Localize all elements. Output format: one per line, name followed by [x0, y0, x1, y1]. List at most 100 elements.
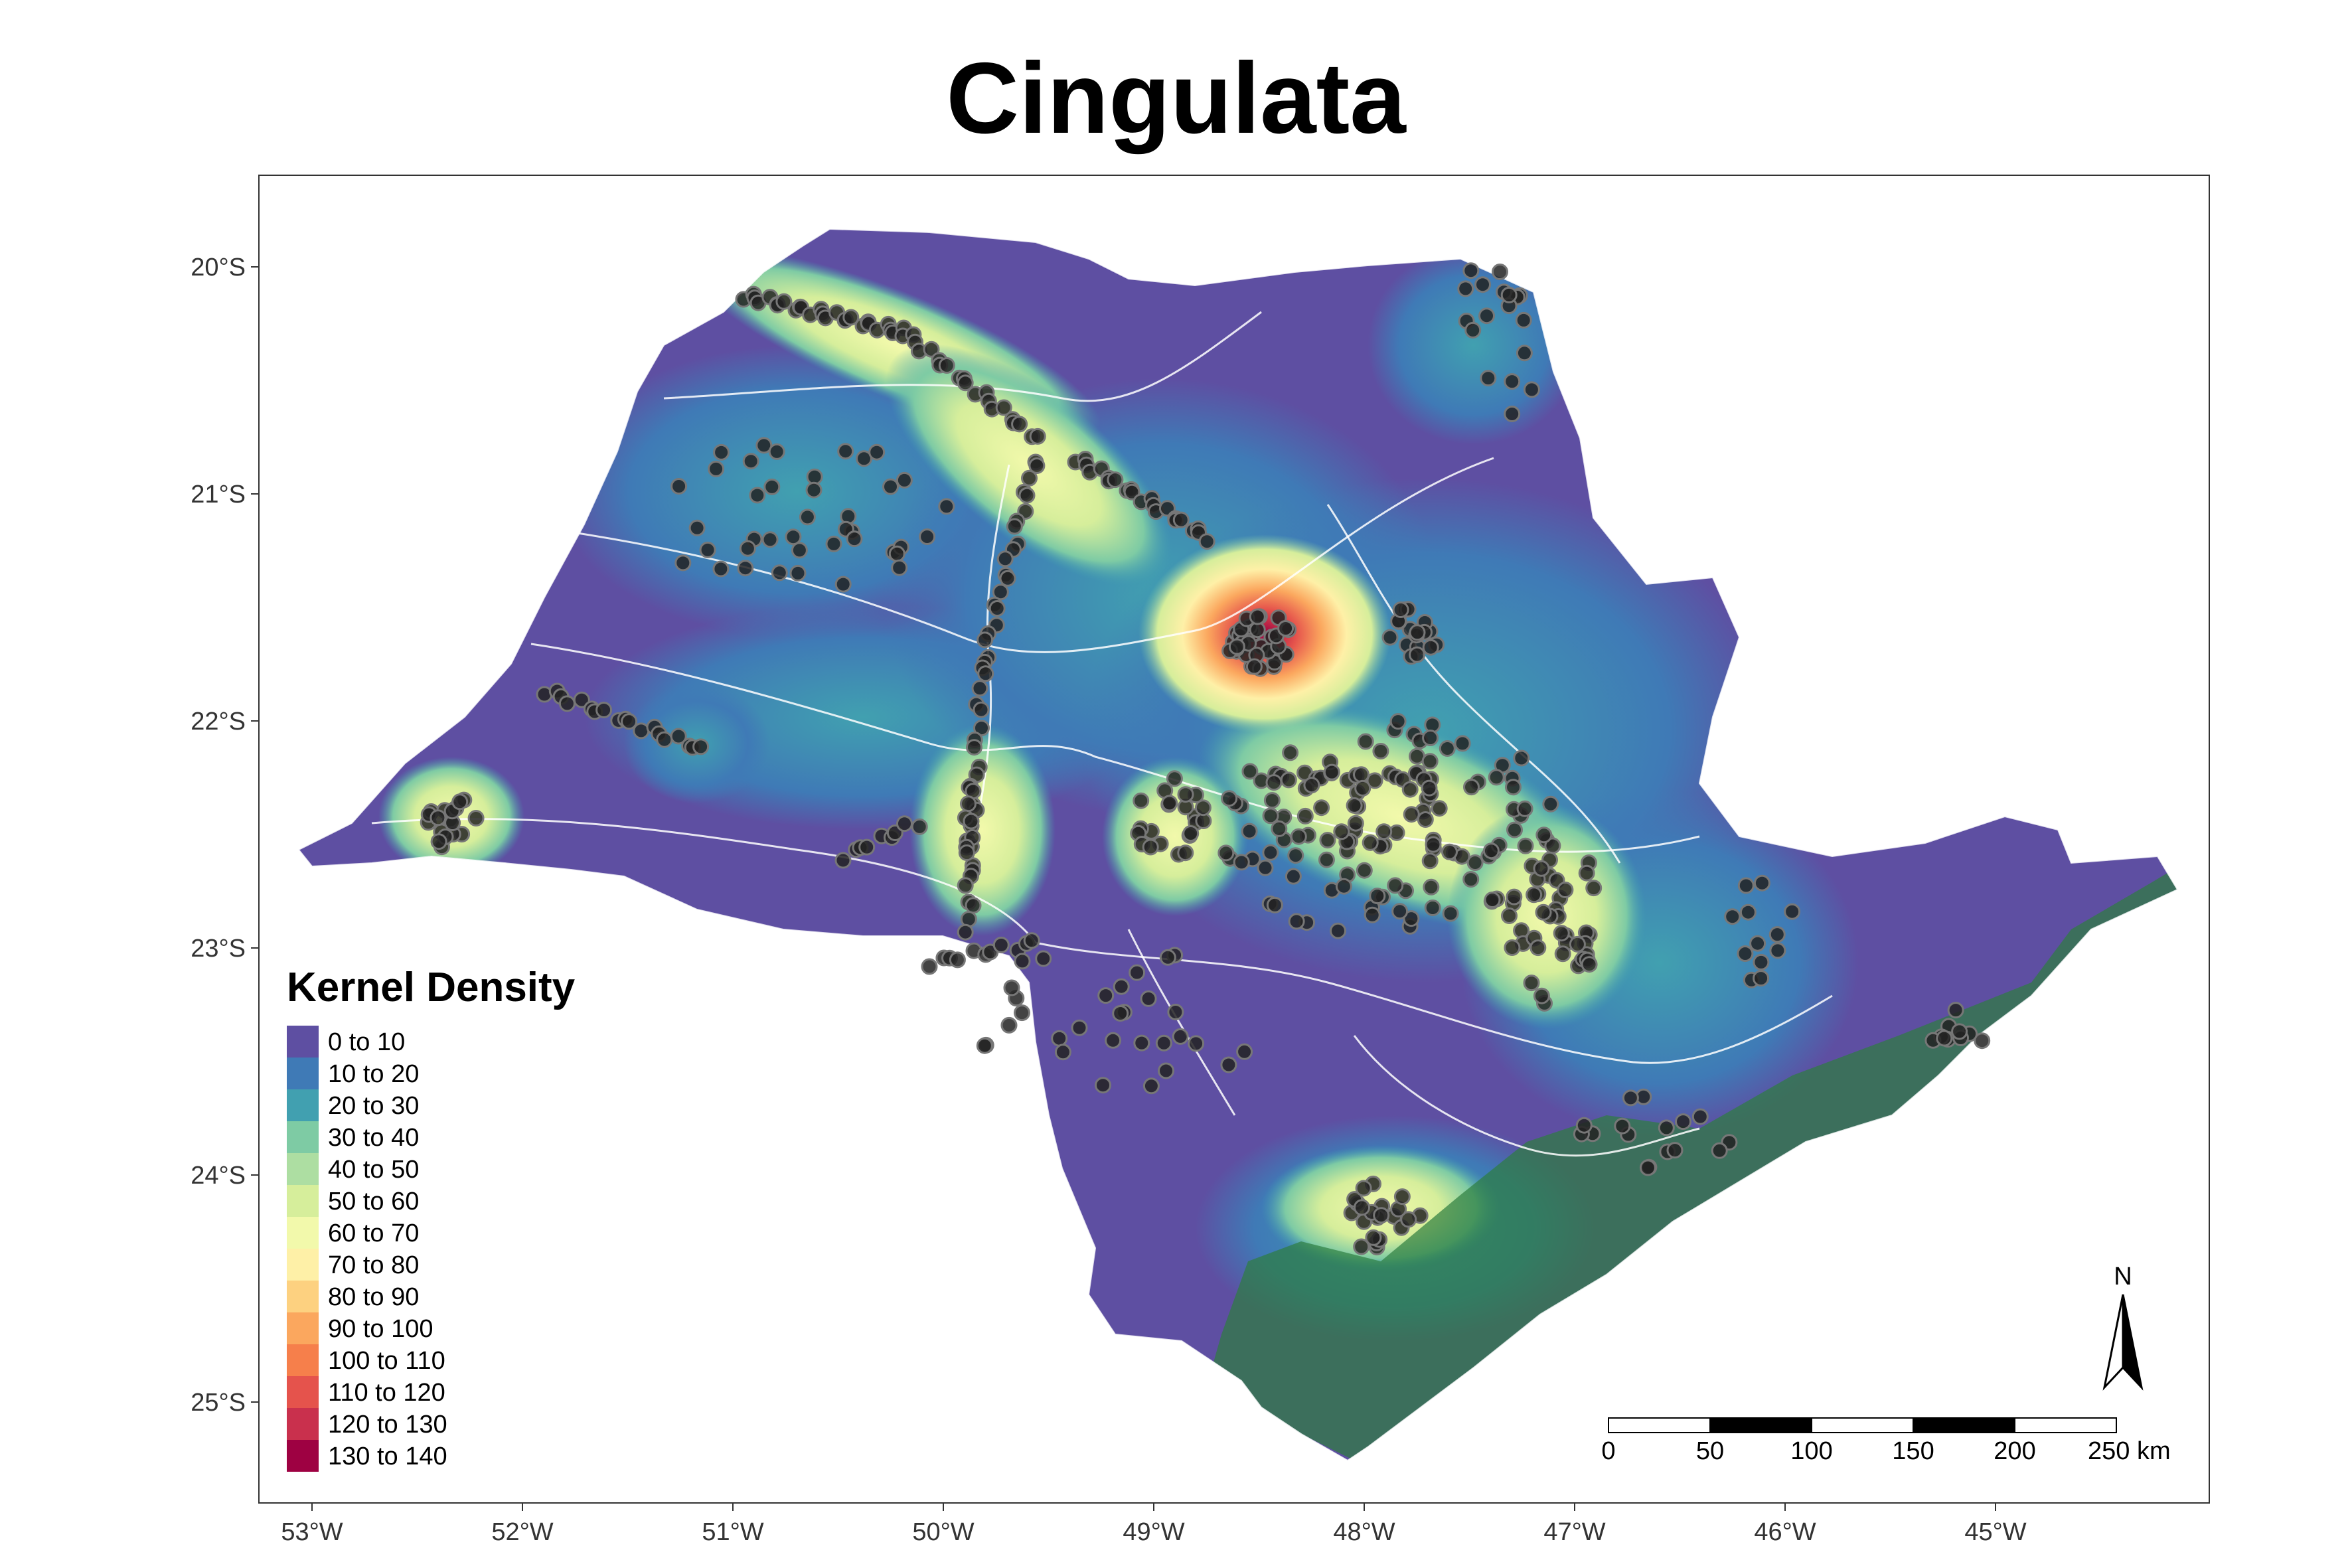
- occurrence-point: [1263, 792, 1281, 809]
- occurrence-point: [1366, 772, 1383, 789]
- legend-label: 10 to 20: [328, 1060, 419, 1088]
- occurrence-point: [1288, 913, 1305, 930]
- occurrence-point: [1478, 307, 1495, 325]
- kernel-density-surface: [299, 229, 2177, 1460]
- occurrence-point: [1333, 823, 1350, 840]
- occurrence-point: [957, 374, 974, 392]
- occurrence-point: [1516, 800, 1533, 817]
- occurrence-point: [957, 923, 974, 941]
- occurrence-point: [1285, 868, 1302, 885]
- occurrence-point: [1113, 978, 1130, 995]
- occurrence-point: [1753, 970, 1770, 987]
- occurrence-point: [1403, 910, 1420, 927]
- occurrence-point: [1318, 851, 1335, 868]
- occurrence-point: [1951, 1023, 1968, 1040]
- occurrence-point: [1161, 795, 1178, 812]
- occurrence-point: [1492, 264, 1508, 280]
- occurrence-point: [868, 443, 886, 461]
- occurrence-point: [558, 695, 576, 712]
- occurrence-point: [1504, 406, 1521, 422]
- occurrence-point: [1249, 608, 1266, 625]
- occurrence-point: [1228, 638, 1245, 655]
- legend-label: 0 to 10: [328, 1028, 405, 1056]
- scale-label-200: 200: [1994, 1437, 2035, 1465]
- occurrence-point: [1280, 771, 1297, 789]
- legend-label: 20 to 30: [328, 1092, 419, 1120]
- legend-swatch: [287, 1440, 319, 1472]
- scale-label-150: 150: [1892, 1437, 1934, 1465]
- occurrence-point: [1504, 939, 1521, 956]
- occurrence-point: [1381, 629, 1399, 646]
- legend: Kernel Density 0 to 10 10 to 20 20 to 30 30…: [287, 965, 576, 1472]
- occurrence-point: [1362, 834, 1379, 851]
- occurrence-point: [1523, 975, 1540, 992]
- occurrence-point: [749, 487, 766, 504]
- occurrence-point: [1071, 1019, 1088, 1036]
- occurrence-point: [966, 739, 982, 756]
- occurrence-point: [670, 728, 687, 745]
- occurrence-point: [1421, 852, 1439, 870]
- occurrence-point: [430, 833, 447, 850]
- occurrence-point: [1277, 620, 1294, 637]
- occurrence-point: [1354, 779, 1372, 797]
- occurrence-point: [1177, 844, 1194, 862]
- legend-swatch: [287, 1344, 319, 1376]
- occurrence-point: [1614, 1117, 1631, 1135]
- occurrence-point: [633, 722, 650, 740]
- y-tick-label: 23°S: [191, 935, 246, 963]
- map-panel-frame: [258, 175, 2210, 1504]
- occurrence-point: [573, 691, 590, 708]
- occurrence-point: [799, 509, 816, 526]
- occurrence-point: [1691, 1108, 1709, 1125]
- occurrence-point: [1639, 1159, 1656, 1176]
- occurrence-point: [938, 498, 955, 515]
- occurrence-point: [1159, 949, 1176, 966]
- occurrence-point: [1028, 457, 1046, 474]
- occurrence-point: [965, 897, 982, 914]
- legend-swatch: [287, 1089, 319, 1121]
- occurrence-point: [1464, 321, 1482, 339]
- legend-label: 80 to 90: [328, 1283, 419, 1311]
- occurrence-point: [1675, 1113, 1691, 1131]
- occurrence-point: [1535, 903, 1552, 921]
- occurrence-point: [1557, 882, 1574, 898]
- occurrence-point: [1364, 906, 1381, 923]
- occurrence-point: [1054, 1044, 1071, 1061]
- occurrence-point: [1409, 646, 1426, 663]
- occurrence-point: [1768, 926, 1786, 943]
- occurrence-point: [1369, 888, 1386, 905]
- x-tick-label: 48°W: [1333, 1518, 1395, 1546]
- occurrence-point: [467, 810, 485, 826]
- occurrence-point: [958, 844, 975, 861]
- occurrence-point: [1462, 871, 1480, 888]
- occurrence-point: [1457, 280, 1474, 297]
- y-axis: 20°S 21°S 22°S 23°S 24°S 25°S: [191, 254, 259, 1417]
- occurrence-point: [621, 713, 638, 730]
- occurrence-point: [712, 560, 730, 578]
- occurrence-point: [1533, 860, 1550, 877]
- occurrence-point: [938, 357, 955, 374]
- occurrence-point: [737, 560, 754, 577]
- occurrence-point: [1158, 1062, 1174, 1079]
- occurrence-point: [1578, 864, 1595, 882]
- occurrence-point: [1488, 769, 1505, 786]
- occurrence-point: [775, 293, 793, 310]
- occurrence-point: [1711, 1142, 1728, 1159]
- legend-label: 30 to 40: [328, 1124, 419, 1152]
- occurrence-point: [1265, 774, 1283, 791]
- occurrence-point: [1421, 753, 1439, 770]
- occurrence-point: [1389, 713, 1407, 730]
- occurrence-point: [1513, 749, 1530, 767]
- occurrence-point: [1105, 1032, 1122, 1049]
- occurrence-point: [1505, 779, 1522, 796]
- occurrence-point: [1129, 964, 1146, 981]
- occurrence-point: [1357, 733, 1374, 750]
- occurrence-point: [1504, 373, 1521, 390]
- occurrence-point: [1500, 286, 1518, 303]
- scale-label-250: 250 km: [2088, 1437, 2171, 1465]
- occurrence-point: [837, 443, 854, 460]
- legend-swatch: [287, 1121, 319, 1153]
- occurrence-point: [882, 478, 899, 495]
- occurrence-point: [1023, 932, 1040, 949]
- occurrence-point: [1035, 950, 1052, 967]
